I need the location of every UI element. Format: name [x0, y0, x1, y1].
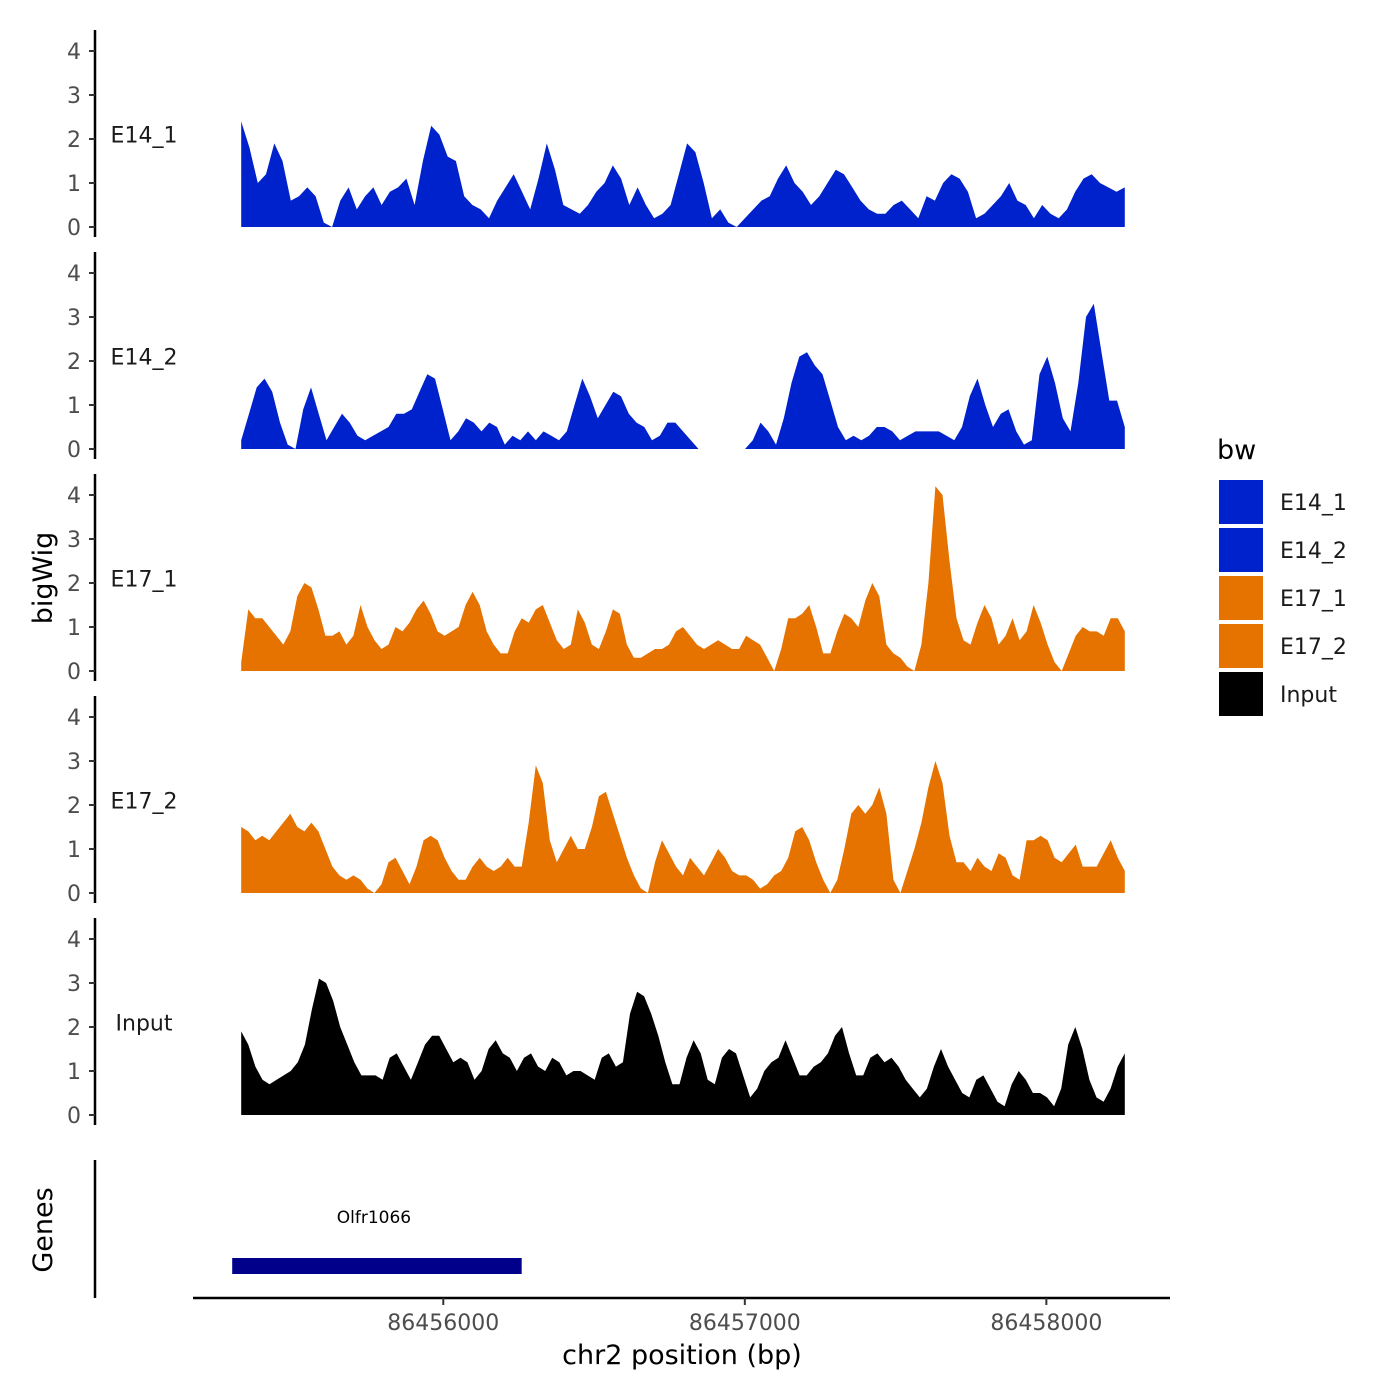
- y-tick-label: 4: [67, 928, 81, 953]
- track-label-E14_1: E14_1: [111, 124, 178, 149]
- y-tick-label: 1: [67, 1060, 81, 1085]
- series-area-Input: [241, 978, 1125, 1115]
- x-axis-title: chr2 position (bp): [562, 1340, 802, 1371]
- legend-label-Input: Input: [1280, 683, 1337, 708]
- y-tick-label: 3: [67, 306, 81, 331]
- y-tick-label: 1: [67, 838, 81, 863]
- legend-key-E14_2: [1219, 528, 1263, 572]
- track-label-E17_1: E17_1: [111, 568, 178, 593]
- y-tick-label: 3: [67, 528, 81, 553]
- track-E17_1: 0 1 2 3 4 E17_1: [67, 474, 1125, 685]
- legend-label-E17_1: E17_1: [1280, 587, 1347, 612]
- x-tick-label: 86457000: [689, 1311, 801, 1336]
- track-label-E17_2: E17_2: [111, 790, 178, 815]
- y-tick-label: 0: [67, 1104, 81, 1129]
- x-tick-label: 86458000: [990, 1311, 1102, 1336]
- y-tick-label: 2: [67, 794, 81, 819]
- track-Input: 0 1 2 3 4 Input: [67, 918, 1125, 1129]
- track-label-E14_2: E14_2: [111, 346, 178, 371]
- gene-bar-Olfr1066: [232, 1258, 522, 1274]
- y-tick-label: 1: [67, 616, 81, 641]
- legend: bw E14_1 E14_2 E17_1 E17_2 Input: [1217, 435, 1347, 716]
- series-area-E14_1: [241, 121, 1125, 227]
- track-E14_1: 0 1 2 3 4 E14_1: [67, 30, 1125, 241]
- y-tick-label: 4: [67, 484, 81, 509]
- tracks-group: 0 1 2 3 4 E14_1 0 1 2 3 4 E14_2 0 1 2 3 4 E17_1 0 1 2 3 4 E17_2…: [67, 30, 1125, 1129]
- y-axis-title: bigWig: [28, 532, 59, 625]
- y-tick-label: 4: [67, 40, 81, 65]
- series-area-E17_1: [241, 486, 1125, 671]
- y-tick-label: 4: [67, 262, 81, 287]
- y-tick-label: 2: [67, 128, 81, 153]
- y-tick-label: 0: [67, 882, 81, 907]
- y-tick-label: 3: [67, 972, 81, 997]
- y-tick-label: 2: [67, 572, 81, 597]
- track-E14_2: 0 1 2 3 4 E14_2: [67, 252, 1125, 463]
- legend-key-E17_2: [1219, 624, 1263, 668]
- legend-label-E17_2: E17_2: [1280, 635, 1347, 660]
- y-tick-label: 3: [67, 750, 81, 775]
- legend-label-E14_2: E14_2: [1280, 539, 1347, 564]
- legend-key-E14_1: [1219, 480, 1263, 524]
- y-tick-label: 2: [67, 350, 81, 375]
- y-tick-label: 1: [67, 172, 81, 197]
- legend-key-Input: [1219, 672, 1263, 716]
- legend-title: bw: [1217, 435, 1256, 466]
- track-E17_2: 0 1 2 3 4 E17_2: [67, 696, 1125, 907]
- y-tick-label: 4: [67, 706, 81, 731]
- gene-label: Olfr1066: [337, 1208, 411, 1228]
- legend-key-E17_1: [1219, 576, 1263, 620]
- y-tick-label: 2: [67, 1016, 81, 1041]
- y-tick-label: 3: [67, 84, 81, 109]
- x-tick-label: 86456000: [387, 1311, 499, 1336]
- y-tick-label: 0: [67, 660, 81, 685]
- y-tick-label: 1: [67, 394, 81, 419]
- y-tick-label: 0: [67, 216, 81, 241]
- genes-axis-title: Genes: [28, 1187, 59, 1272]
- track-label-Input: Input: [116, 1012, 173, 1037]
- series-area-E14_2: [241, 303, 1125, 449]
- y-tick-label: 0: [67, 438, 81, 463]
- genes-panel: Olfr1066: [93, 1160, 522, 1298]
- legend-label-E14_1: E14_1: [1280, 491, 1347, 516]
- series-area-E17_2: [241, 761, 1125, 893]
- x-axis: 86456000 86457000 86458000: [193, 1296, 1170, 1336]
